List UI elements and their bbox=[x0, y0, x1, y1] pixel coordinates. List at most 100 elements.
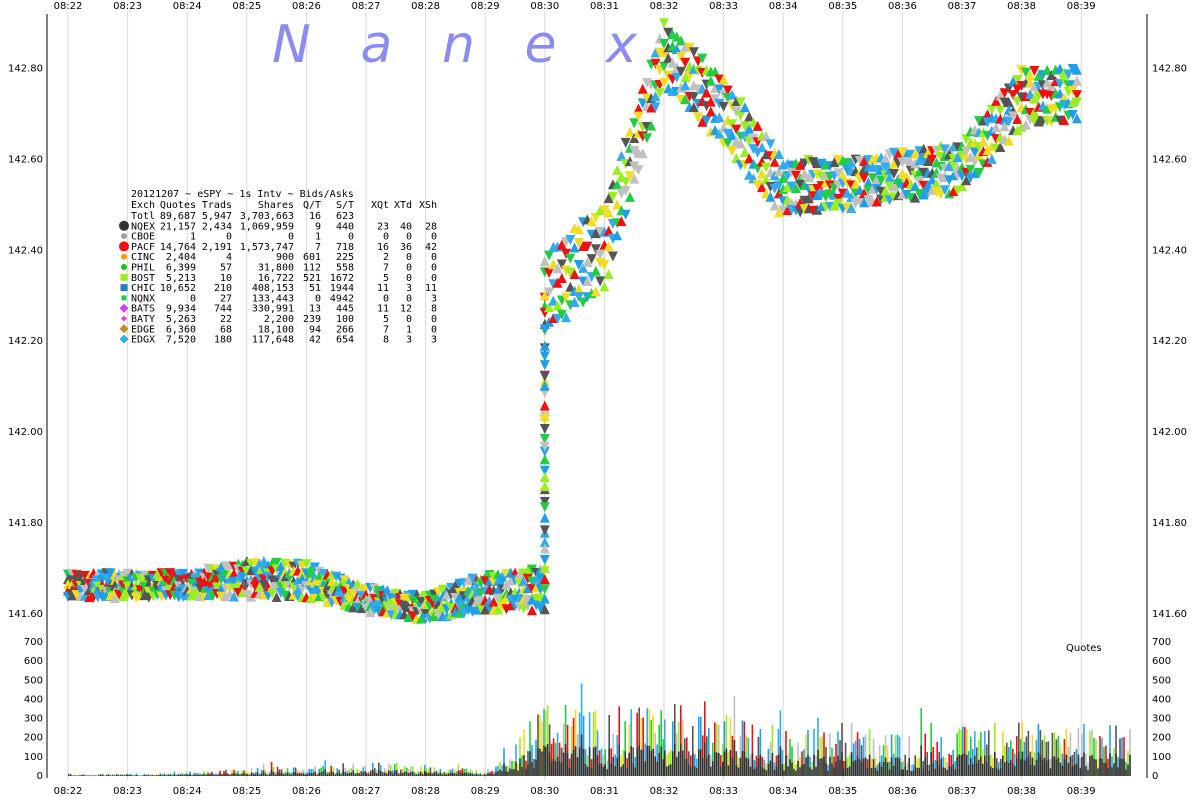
volume-bar bbox=[795, 764, 797, 776]
quote-marker bbox=[795, 159, 806, 170]
volume-bar bbox=[676, 756, 678, 776]
quote-marker bbox=[897, 189, 908, 200]
volume-bar bbox=[972, 763, 974, 776]
volume-bar bbox=[958, 754, 960, 776]
volume-bar bbox=[968, 751, 970, 776]
quote-marker bbox=[688, 102, 699, 113]
x-tick-label: 08:36 bbox=[888, 786, 917, 797]
volume-bar bbox=[250, 768, 253, 776]
quote-marker bbox=[637, 98, 648, 109]
volume-bar bbox=[155, 774, 158, 776]
legend-cell: PHIL bbox=[131, 263, 155, 274]
volume-bar bbox=[598, 750, 601, 776]
volume-bar bbox=[767, 748, 770, 776]
quote-marker bbox=[688, 47, 699, 58]
legend-marker bbox=[121, 233, 127, 240]
volume-bar bbox=[745, 757, 748, 776]
quote-marker bbox=[84, 592, 95, 603]
volume-bar bbox=[396, 763, 398, 776]
volume-bar bbox=[864, 757, 867, 776]
quote-marker bbox=[1059, 92, 1070, 103]
legend-cell: 1 bbox=[406, 324, 412, 335]
volume-bar bbox=[531, 762, 533, 776]
quote-marker bbox=[756, 142, 767, 153]
volume-bar bbox=[1000, 758, 1002, 776]
volume-bar bbox=[1093, 737, 1095, 776]
volume-bar bbox=[278, 769, 281, 776]
volume-bar bbox=[398, 773, 400, 776]
quote-marker bbox=[846, 203, 857, 214]
volume-bar bbox=[183, 774, 186, 776]
volume-bar bbox=[290, 772, 293, 776]
volume-bar bbox=[718, 724, 720, 776]
volume-bar bbox=[139, 775, 142, 776]
volume-bar bbox=[884, 735, 887, 776]
volume-bar bbox=[338, 769, 340, 776]
volume-bar bbox=[288, 772, 291, 776]
volume-bar bbox=[306, 772, 308, 776]
quote-marker bbox=[816, 158, 827, 169]
volume-bar bbox=[580, 683, 583, 776]
volume-bar bbox=[505, 771, 507, 776]
volume-bar bbox=[1075, 749, 1078, 776]
volume-bar bbox=[517, 770, 519, 776]
volume-bar bbox=[364, 765, 366, 776]
volume-bar bbox=[527, 750, 529, 776]
volume-bar bbox=[410, 771, 412, 776]
volume-bar bbox=[235, 773, 237, 776]
legend-cell: PACF bbox=[131, 242, 155, 253]
quote-marker bbox=[539, 472, 550, 483]
volume-bar bbox=[272, 771, 275, 776]
volume-bar bbox=[942, 767, 944, 776]
volume-bar bbox=[626, 767, 628, 776]
quote-marker bbox=[918, 143, 929, 154]
legend-cell: CBOE bbox=[131, 232, 155, 243]
volume-bar bbox=[316, 772, 318, 776]
volume-bar bbox=[751, 724, 754, 776]
volume-bar bbox=[944, 757, 946, 776]
volume-bar bbox=[225, 769, 227, 776]
quote-marker bbox=[918, 180, 929, 191]
volume-bar bbox=[850, 723, 853, 776]
volume-bar bbox=[300, 773, 303, 776]
volume-bar bbox=[260, 773, 263, 776]
volume-bar bbox=[564, 744, 567, 776]
legend-cell: 180 bbox=[214, 335, 232, 346]
quote-marker bbox=[808, 205, 818, 216]
volume-bar bbox=[318, 772, 320, 776]
legend-cell: 27 bbox=[220, 293, 232, 304]
volume-bar bbox=[628, 752, 630, 776]
volume-bar bbox=[477, 773, 480, 776]
quote-marker bbox=[233, 572, 244, 583]
quote-marker bbox=[1071, 113, 1082, 124]
volume-bar bbox=[922, 760, 924, 776]
quote-marker bbox=[369, 594, 380, 605]
volume-bar bbox=[143, 773, 146, 776]
volume-bar bbox=[924, 733, 926, 776]
y-tick-label: 142.40 bbox=[1152, 245, 1187, 256]
legend-cell: 31,800 bbox=[258, 263, 294, 274]
volume-bar bbox=[644, 761, 646, 776]
quote-marker bbox=[667, 86, 678, 97]
volume-bar bbox=[167, 775, 170, 776]
quote-marker bbox=[778, 205, 789, 216]
quote-marker bbox=[901, 156, 912, 167]
volume-bar bbox=[485, 774, 487, 776]
volume-bar bbox=[785, 755, 787, 776]
volume-bar bbox=[630, 745, 632, 776]
volume-bar bbox=[835, 743, 837, 776]
quote-marker bbox=[633, 165, 644, 176]
quote-marker bbox=[177, 568, 188, 579]
volume-bar bbox=[952, 749, 954, 776]
volume-bar bbox=[670, 764, 672, 776]
volume-bar bbox=[1045, 742, 1048, 776]
volume-bar bbox=[334, 774, 336, 776]
legend-cell: 654 bbox=[336, 335, 354, 346]
volume-bar bbox=[773, 769, 776, 776]
volume-bar bbox=[1097, 759, 1099, 776]
volume-bar bbox=[874, 757, 877, 776]
volume-bar bbox=[533, 768, 535, 776]
volume-bar bbox=[1113, 763, 1115, 776]
volume-bar bbox=[650, 750, 652, 776]
volume-bar bbox=[791, 746, 793, 776]
